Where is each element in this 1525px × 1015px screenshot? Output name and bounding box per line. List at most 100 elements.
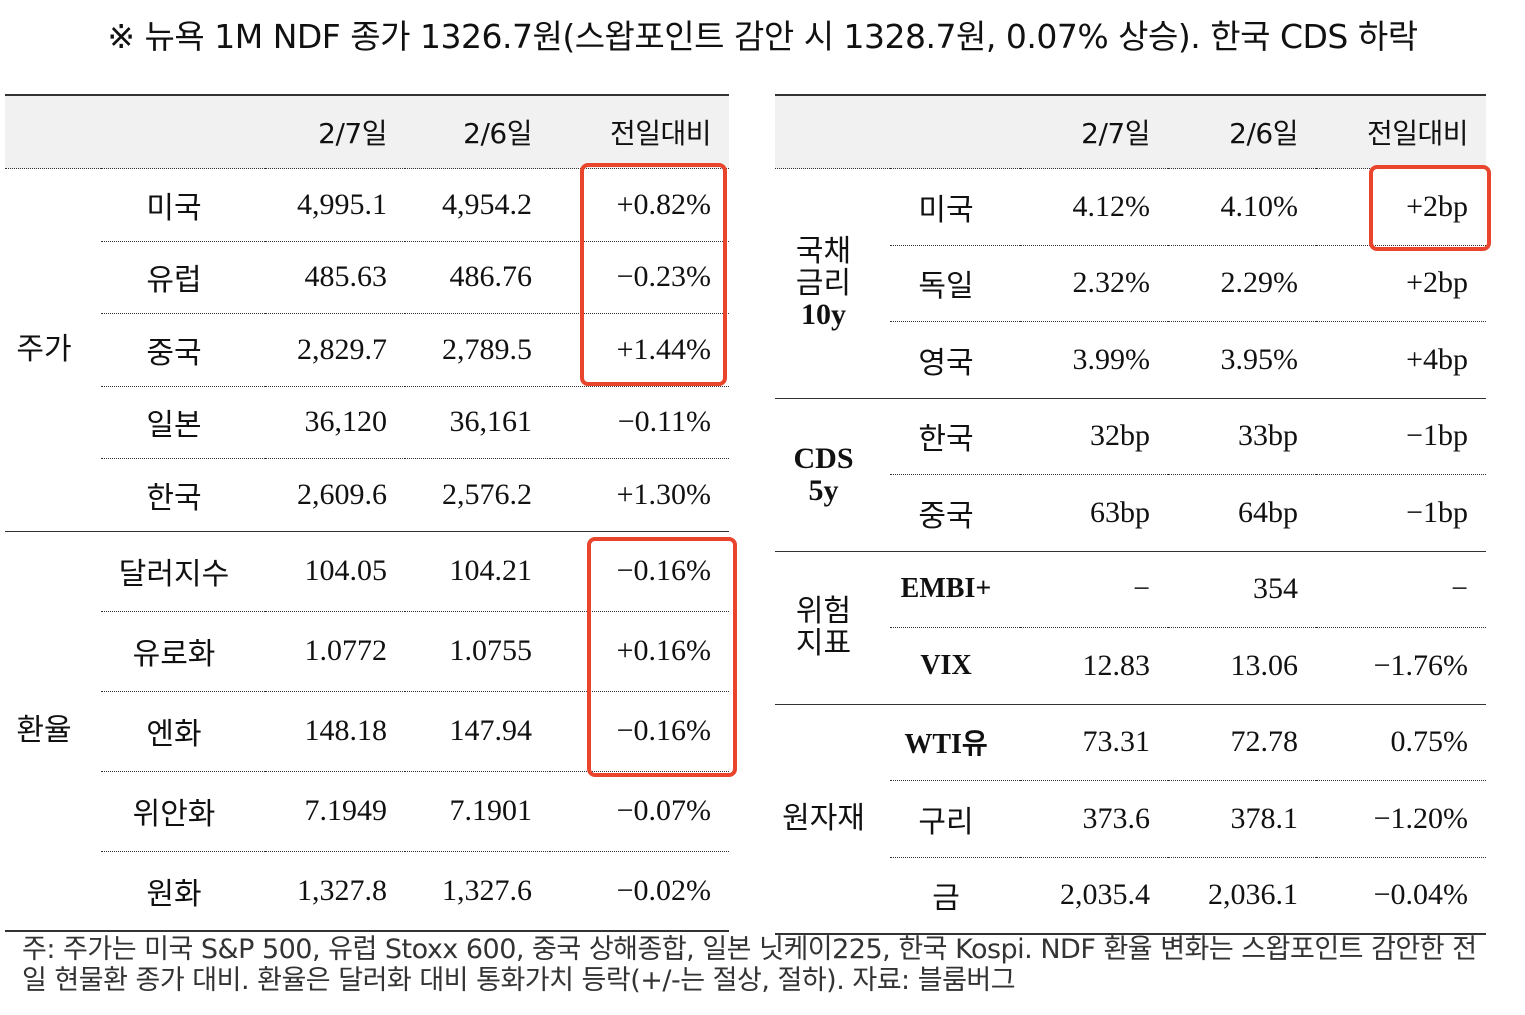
- group-label-bond-10y: 국채 금리 10y: [775, 168, 890, 399]
- table-row: CDS 5y 한국 32bp 33bp −1bp: [775, 398, 1486, 552]
- table-row: 환율 달러지수 104.05 104.21 −0.16%: [5, 531, 729, 932]
- value-prev: 147.94: [405, 691, 550, 772]
- value-current: 73.31: [1020, 704, 1168, 781]
- row-name: 일본: [101, 386, 265, 459]
- table-row: 한국 2,609.6 2,576.2 +1.30%: [5, 458, 729, 532]
- table-row: 엔화 148.18 147.94 −0.16%: [5, 691, 729, 772]
- value-prev: 1,327.6: [442, 873, 532, 907]
- row-name: 원화: [146, 876, 202, 912]
- equity-fx-table: 2/7일 2/6일 전일대비 주가 미국 4,995.1 4,954.2 +0.…: [5, 94, 729, 932]
- row-name: 미국: [890, 168, 1020, 246]
- value-prev: 64bp: [1168, 474, 1316, 552]
- row-name: 한국: [890, 398, 1020, 475]
- col-header-date-prev: 2/6일: [405, 95, 550, 169]
- value-prev: 4.10%: [1168, 168, 1316, 246]
- table-row: 구리 373.6 378.1 −1.20%: [775, 780, 1486, 858]
- row-name: 미국: [101, 168, 265, 242]
- value-prev: 1.0755: [405, 611, 550, 692]
- row-name: 중국: [890, 474, 1020, 552]
- group-label-line: 10y: [801, 298, 846, 331]
- value-current: 36,120: [265, 386, 405, 459]
- value-prev: 36,161: [405, 386, 550, 459]
- row-name: 구리: [890, 780, 1020, 858]
- value-prev: 104.21: [405, 531, 550, 612]
- value-prev: 3.95%: [1168, 321, 1316, 399]
- value-current: 2.32%: [1020, 245, 1168, 322]
- group-label-line: 원자재: [782, 800, 865, 836]
- row-name: 엔화: [101, 691, 265, 772]
- table-row: 주가 미국 4,995.1 4,954.2 +0.82%: [5, 168, 729, 532]
- value-current: 104.05: [265, 531, 405, 612]
- value-current: 4.12%: [1020, 168, 1168, 246]
- value-change: −0.23%: [550, 241, 729, 314]
- row-name: 중국: [101, 313, 265, 387]
- value-current: 3.99%: [1020, 321, 1168, 399]
- value-current: 32bp: [1020, 398, 1168, 475]
- value-change: −0.16%: [550, 691, 729, 772]
- table-row: 원자재 WTI유 73.31 72.78 0.75%: [775, 704, 1486, 934]
- row-name: EMBI+: [890, 551, 1020, 628]
- value-change: −0.02%: [616, 873, 711, 907]
- value-change: +0.16%: [550, 611, 729, 692]
- value-current: 373.6: [1020, 780, 1168, 858]
- header-row: 2/7일 2/6일 전일대비: [775, 95, 1486, 169]
- row-name: 유로화: [101, 611, 265, 692]
- table-row: VIX 12.83 13.06 −1.76%: [775, 627, 1486, 705]
- value-prev: 2,036.1: [1208, 878, 1298, 911]
- value-change: +0.82%: [550, 168, 729, 242]
- value-current: 12.83: [1020, 627, 1168, 705]
- value-prev: 4,954.2: [405, 168, 550, 242]
- page-title: ※ 뉴욕 1M NDF 종가 1326.7원(스왑포인트 감안 시 1328.7…: [107, 17, 1418, 56]
- highlight-box-fx-change: [587, 537, 737, 777]
- value-current: 7.1949: [265, 771, 405, 852]
- value-change: +1.44%: [550, 313, 729, 387]
- value-current: 63bp: [1020, 474, 1168, 552]
- value-change: −1.76%: [1316, 627, 1486, 705]
- table-row: 국채 금리 10y 미국 4.12% 4.10% +2bp: [775, 168, 1486, 399]
- value-prev: 33bp: [1168, 398, 1316, 475]
- value-current: 2,035.4: [1060, 878, 1150, 911]
- group-label-risk-indicators: 위험 지표: [775, 551, 890, 705]
- row-name: 영국: [890, 321, 1020, 399]
- value-prev: 2,576.2: [405, 458, 550, 532]
- col-header-change: 전일대비: [550, 95, 729, 169]
- table-row: 독일 2.32% 2.29% +2bp: [775, 245, 1486, 322]
- value-change: 0.75%: [1316, 704, 1486, 781]
- row-name: 독일: [890, 245, 1020, 322]
- group-label-line: 지표: [795, 625, 852, 661]
- group-label-line: 금리: [795, 265, 852, 301]
- value-current: 2,829.7: [265, 313, 405, 387]
- value-current: 2,609.6: [265, 458, 405, 532]
- value-current: 1.0772: [265, 611, 405, 692]
- table-row: 중국 63bp 64bp −1bp: [775, 474, 1486, 552]
- table-row: 원화 1,327.8 1,327.6 −0.02%: [5, 851, 729, 931]
- value-change: −1.20%: [1316, 780, 1486, 858]
- footnote: 주: 주가는 미국 S&P 500, 유럽 Stoxx 600, 중국 상해종합…: [22, 934, 1477, 996]
- col-header-date-current: 2/7일: [265, 95, 405, 169]
- value-current: 148.18: [265, 691, 405, 772]
- value-current: 485.63: [265, 241, 405, 314]
- table-row: 영국 3.99% 3.95% +4bp: [775, 321, 1486, 399]
- row-name: 금: [932, 881, 960, 916]
- table-row: 위안화 7.1949 7.1901 −0.07%: [5, 771, 729, 852]
- value-current: −: [1020, 551, 1168, 628]
- table-row: 중국 2,829.7 2,789.5 +1.44%: [5, 313, 729, 387]
- group-label-commodities: 원자재: [775, 704, 890, 934]
- table-row: 유럽 485.63 486.76 −0.23%: [5, 241, 729, 314]
- row-name: 한국: [101, 458, 265, 532]
- group-label-line: 국채: [795, 234, 852, 269]
- value-prev: 2,789.5: [405, 313, 550, 387]
- value-prev: 354: [1168, 551, 1316, 628]
- value-change: −0.04%: [1373, 878, 1468, 911]
- group-label-line: 위험: [795, 594, 852, 629]
- highlight-box-equity-change: [580, 163, 727, 386]
- value-change: −: [1316, 551, 1486, 628]
- table-row: 일본 36,120 36,161 −0.11%: [5, 386, 729, 459]
- group-label-equity: 주가: [5, 168, 101, 532]
- value-change: −0.07%: [550, 771, 729, 852]
- group-label-line: 5y: [808, 473, 839, 507]
- value-change: +2bp: [1316, 245, 1486, 322]
- row-name: 위안화: [101, 771, 265, 852]
- value-change: −1bp: [1316, 398, 1486, 475]
- rates-risk-commodity-table: 2/7일 2/6일 전일대비 국채 금리 10y 미국 4.12% 4.10% …: [775, 94, 1486, 935]
